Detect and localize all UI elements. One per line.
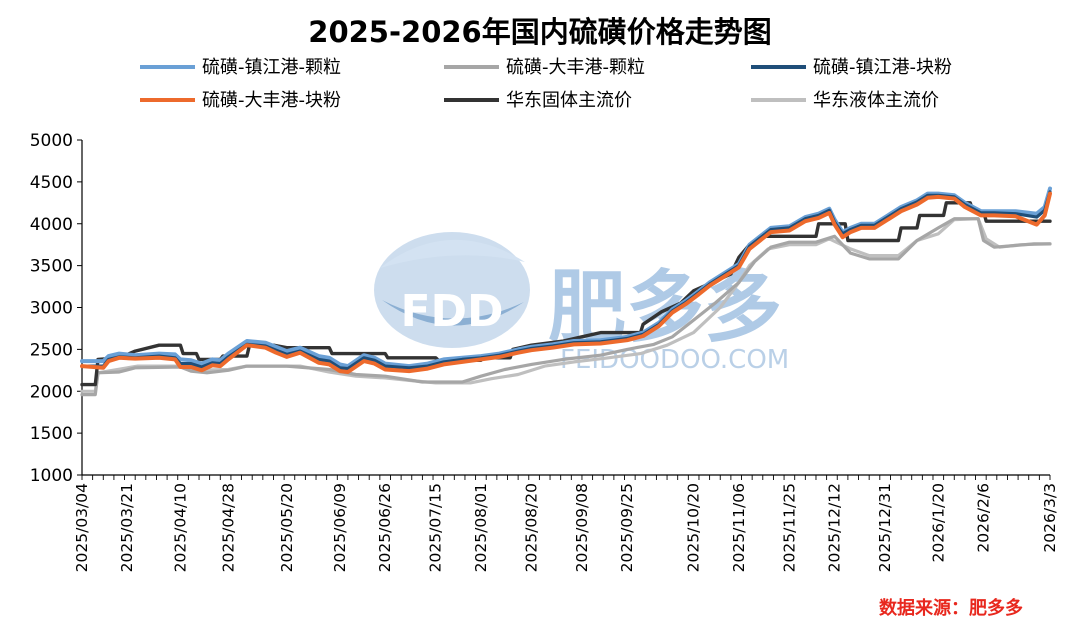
x-tick-label: 2026/3/3 xyxy=(1041,483,1059,553)
series-line-2 xyxy=(80,217,1052,397)
x-tick-label: 2025/12/31 xyxy=(876,483,894,572)
x-tick-label: 2025/03/21 xyxy=(118,483,136,572)
x-tick-label: 2025/06/09 xyxy=(331,483,349,572)
x-tick-label: 2025/07/15 xyxy=(427,483,445,572)
watermark: FDD 肥多多 FEIDOODOO.COM xyxy=(374,232,789,375)
x-tick-label: 2025/08/01 xyxy=(472,483,490,572)
y-tick-label: 4000 xyxy=(30,215,73,235)
legend-label: 硫磺-镇江港-块粉 xyxy=(813,57,952,78)
series-group xyxy=(80,186,1052,397)
x-tick-label: 2025/04/10 xyxy=(171,483,189,572)
series-line-4 xyxy=(80,191,1052,374)
legend-item-5: 华东固体主流价 xyxy=(444,90,632,111)
legend-item-3: 硫磺-镇江港-块粉 xyxy=(751,57,952,78)
x-ticks: 2025/03/04 2025/03/21 2025/04/10 2025/04/28… xyxy=(73,475,1059,572)
legend-label: 硫磺-大丰港-颗粒 xyxy=(506,57,645,78)
y-tick-label: 2000 xyxy=(30,382,73,402)
x-tick-label: 2025/08/20 xyxy=(522,483,540,572)
x-tick-label: 2025/04/28 xyxy=(219,483,237,572)
chart-title: 2025-2026年国内硫磺价格走势图 xyxy=(308,15,771,49)
x-tick-label: 2025/09/25 xyxy=(618,483,636,572)
x-tick-label: 2025/11/25 xyxy=(780,483,798,572)
legend-item-4: 硫磺-大丰港-块粉 xyxy=(140,90,341,111)
legend-label: 硫磺-大丰港-块粉 xyxy=(202,90,341,111)
source-note: 数据来源：肥多多 xyxy=(879,597,1023,619)
y-tick-label: 4500 xyxy=(30,173,73,193)
legend-label: 华东固体主流价 xyxy=(506,90,632,111)
y-tick-label: 1500 xyxy=(30,424,73,444)
legend-item-1: 硫磺-镇江港-颗粒 xyxy=(140,57,341,78)
x-tick-label: 2025/05/20 xyxy=(278,483,296,572)
y-tick-label: 2500 xyxy=(30,340,73,360)
legend-item-2: 硫磺-大丰港-颗粒 xyxy=(444,57,645,78)
x-tick-label: 2025/10/20 xyxy=(685,483,703,572)
x-tick-label: 2025/11/06 xyxy=(730,483,748,572)
y-tick-label: 5000 xyxy=(30,131,73,151)
x-tick-label: 2026/2/6 xyxy=(975,483,993,553)
y-tick-label: 3500 xyxy=(30,257,73,277)
watermark-logo-letters: FDD xyxy=(400,286,503,337)
x-tick-label: 2025/09/08 xyxy=(573,483,591,572)
x-tick-label: 2025/12/12 xyxy=(826,483,844,572)
y-tick-label: 1000 xyxy=(30,466,73,486)
legend-label: 华东液体主流价 xyxy=(813,90,939,111)
axes: 1000 1500 2000 2500 3000 3500 4000 4500 5000 202… xyxy=(30,131,1059,572)
watermark-logo: FDD xyxy=(374,232,530,348)
legend-label: 硫磺-镇江港-颗粒 xyxy=(202,57,341,78)
y-ticks: 1000 1500 2000 2500 3000 3500 4000 4500 5000 xyxy=(30,131,82,486)
x-tick-label: 2026/1/20 xyxy=(929,483,947,562)
legend-item-6: 华东液体主流价 xyxy=(751,90,939,111)
x-tick-label: 2025/03/04 xyxy=(73,483,91,572)
x-tick-label: 2025/06/26 xyxy=(376,483,394,572)
y-tick-label: 3000 xyxy=(30,299,73,319)
